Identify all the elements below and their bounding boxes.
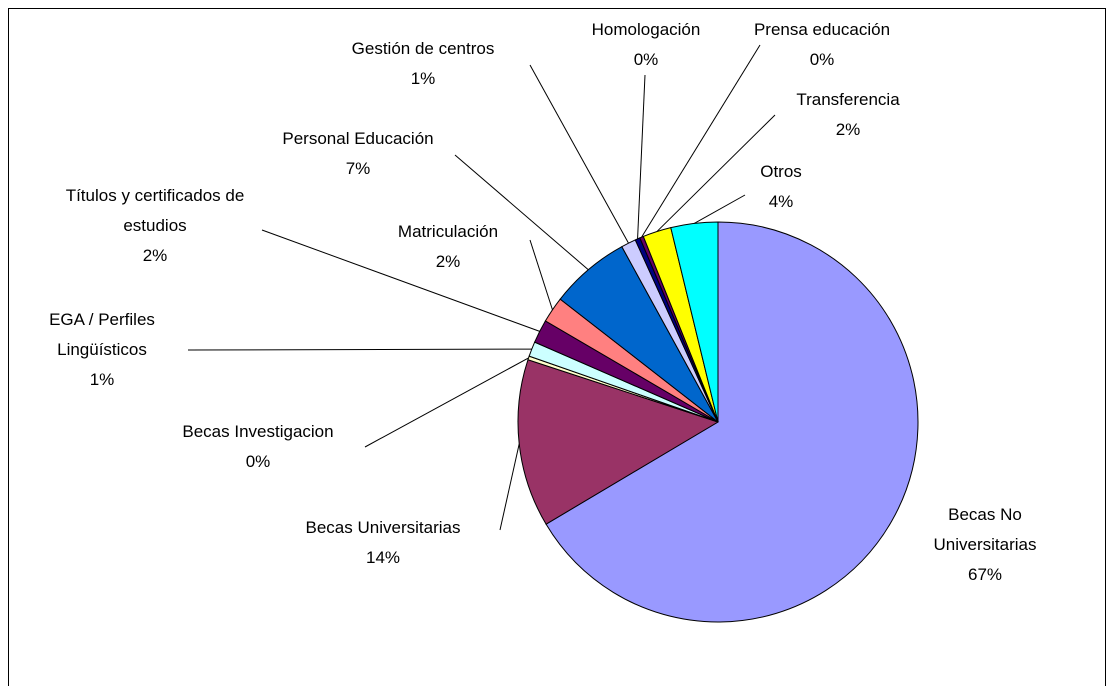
leader-line: [454, 154, 589, 271]
slice-label: Homologación: [591, 20, 701, 39]
pie-slice: [545, 221, 919, 623]
pie-slice: [670, 221, 719, 423]
slice-label: Becas Universitarias: [305, 518, 461, 537]
leader-line: [529, 239, 553, 310]
pie-slice: [517, 359, 720, 525]
slice-label: Prensa educación: [753, 20, 891, 39]
slice-value-label: 2%: [435, 252, 461, 271]
slice-value-label: 1%: [89, 370, 115, 389]
slice-label: Becas Investigacion: [182, 422, 334, 441]
chart-border: [8, 8, 1106, 686]
slice-value-label: 1%: [410, 69, 436, 88]
leader-line: [261, 229, 540, 332]
slice-label: Personal Educación: [282, 129, 434, 148]
slice-value-label: 7%: [345, 159, 371, 178]
leader-line: [364, 357, 529, 448]
leader-line: [641, 44, 761, 238]
leader-line: [187, 348, 532, 351]
slice-label: Gestión de centros: [351, 39, 495, 58]
slice-value-label: 0%: [809, 50, 835, 69]
leader-line: [656, 114, 776, 232]
slice-value-label: 67%: [967, 565, 1003, 584]
leader-line: [529, 64, 629, 244]
slice-value-label: 2%: [142, 246, 168, 265]
slice-label: Matriculación: [397, 222, 499, 241]
slice-value-label: 2%: [835, 120, 861, 139]
leader-line: [693, 194, 746, 224]
slice-label: Becas No Universitarias: [933, 505, 1037, 554]
slice-value-label: 0%: [245, 452, 271, 471]
slice-value-label: 0%: [633, 50, 659, 69]
slice-label: EGA / Perfiles Lingüísticos: [49, 310, 155, 359]
slice-value-label: 14%: [365, 548, 401, 567]
slice-label: Títulos y certificados de estudios: [65, 186, 245, 235]
leader-line: [499, 443, 520, 531]
leader-line: [637, 74, 646, 239]
slice-value-label: 4%: [768, 192, 794, 211]
slice-label: Transferencia: [796, 90, 900, 109]
slice-label: Otros: [760, 162, 802, 181]
